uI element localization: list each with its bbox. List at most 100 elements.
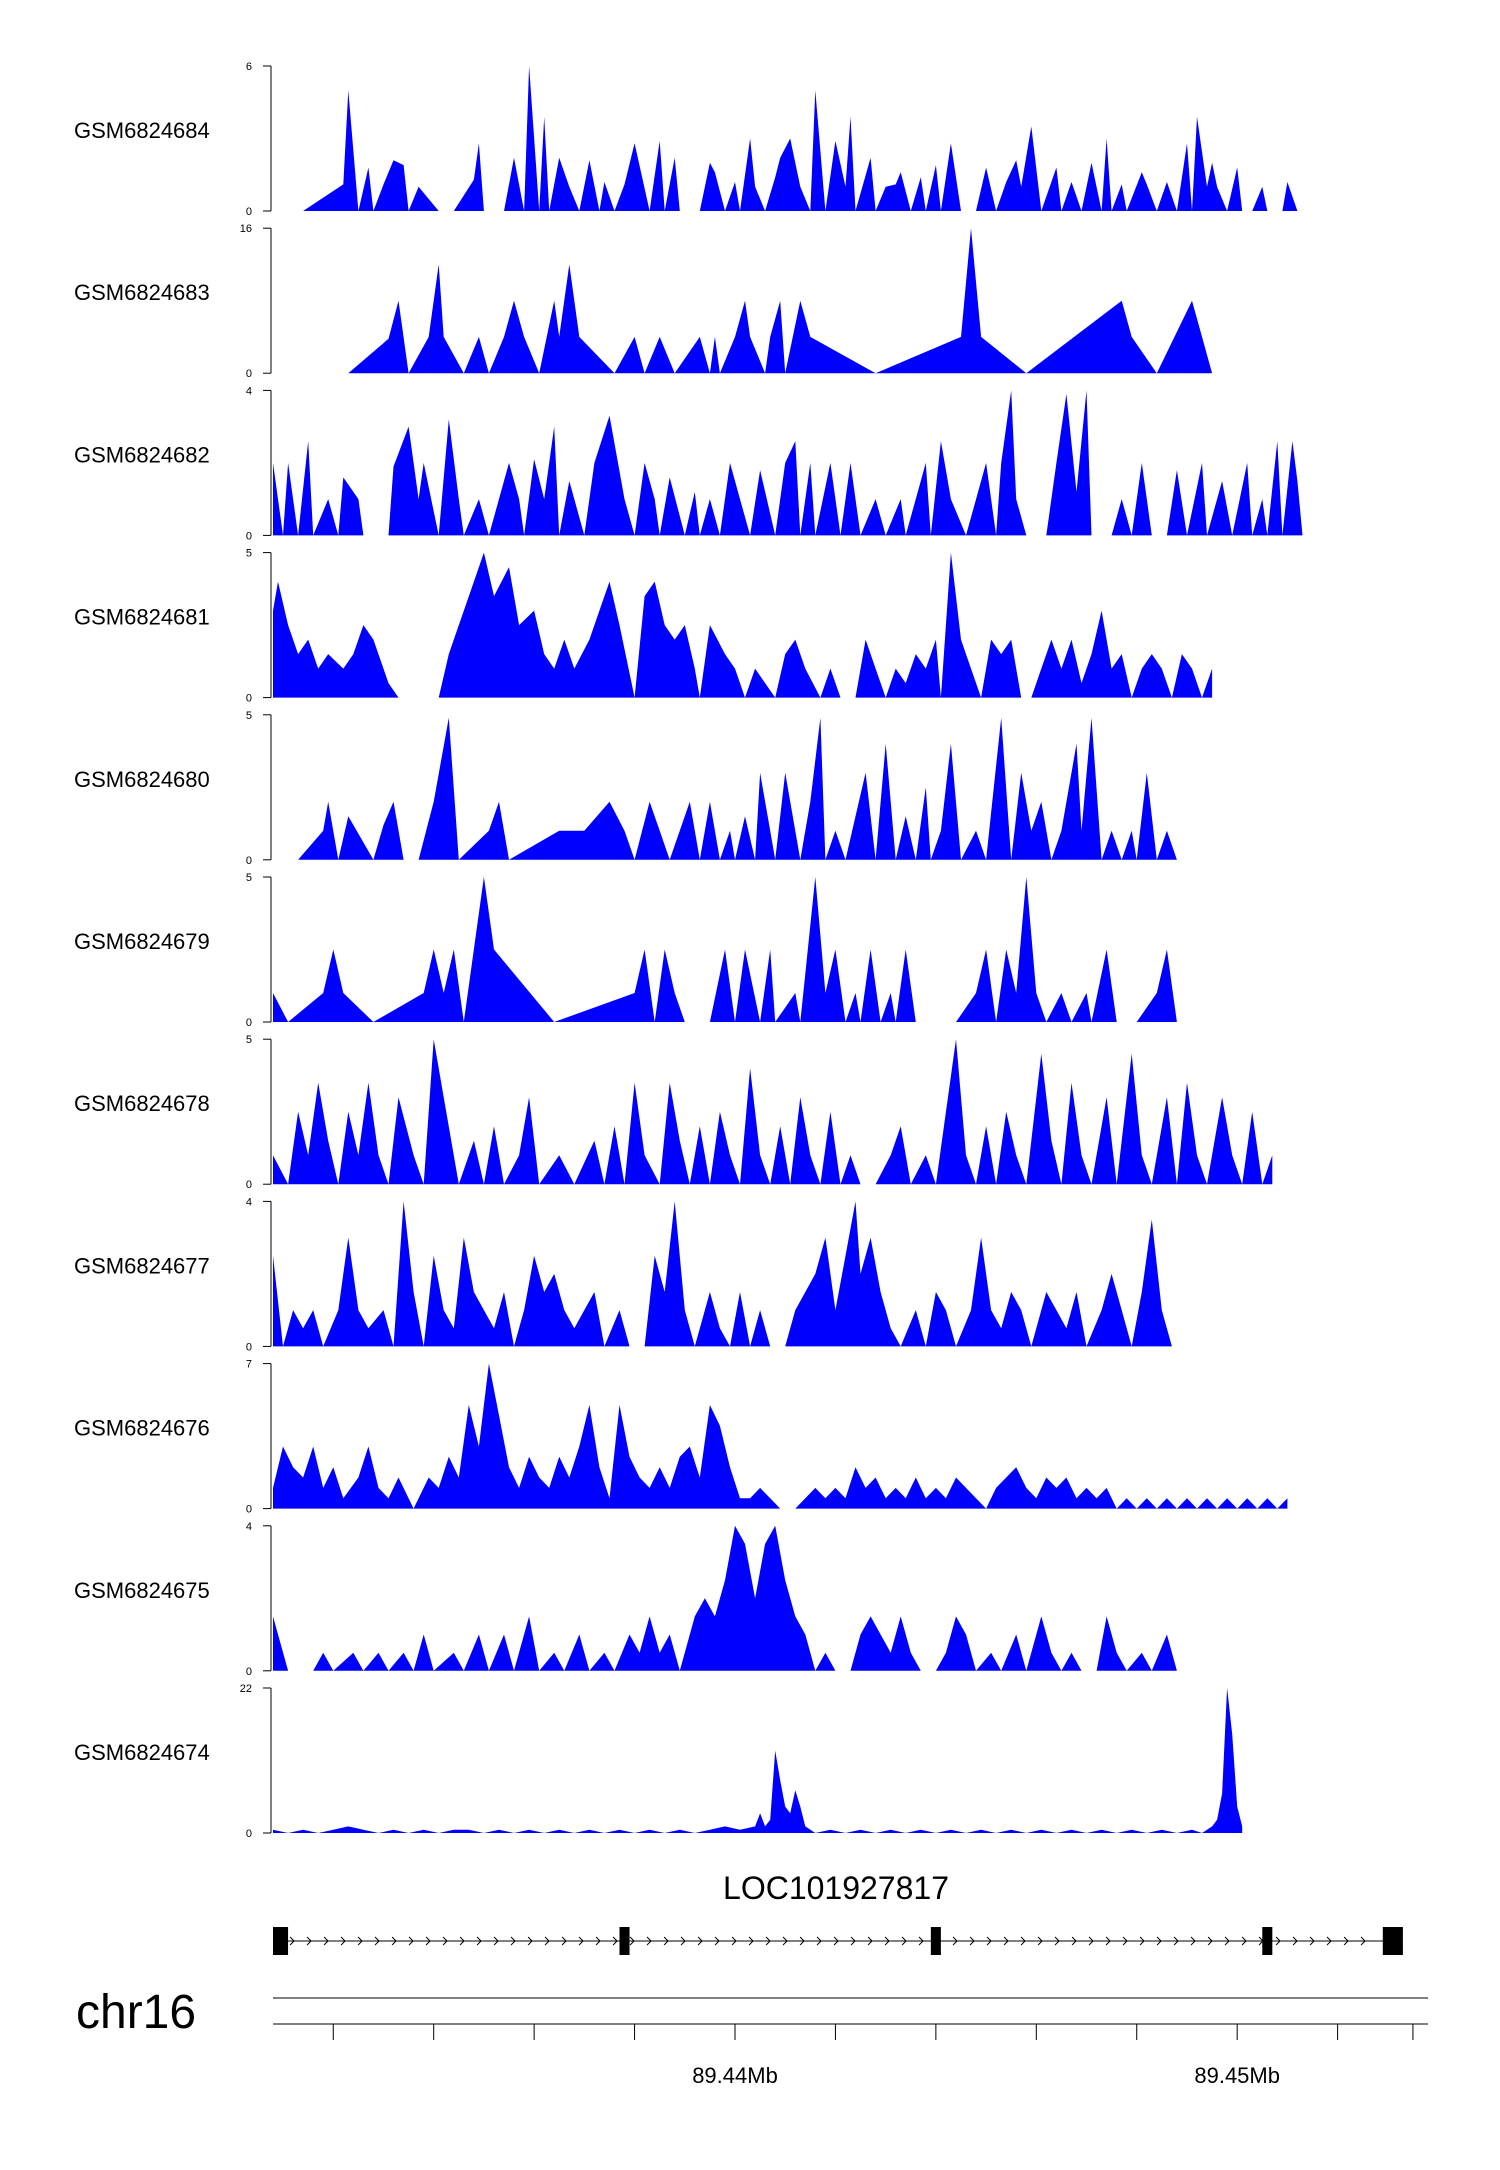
strand-arrow xyxy=(986,1936,992,1946)
track-label: GSM6824683 xyxy=(74,280,210,305)
strand-arrow xyxy=(306,1936,312,1946)
y-zero-label: 0 xyxy=(246,1666,252,1678)
strand-arrow xyxy=(527,1936,533,1946)
track-GSM6824681: GSM6824681 5 0 xyxy=(74,548,1213,705)
strand-arrow xyxy=(680,1936,686,1946)
strand-arrow xyxy=(1275,1936,1281,1946)
strand-arrow xyxy=(1343,1936,1349,1946)
y-zero-label: 0 xyxy=(246,1504,252,1516)
strand-arrow xyxy=(1071,1936,1077,1946)
track-label: GSM6824676 xyxy=(74,1416,210,1441)
strand-arrow xyxy=(1207,1936,1213,1946)
signal-area xyxy=(348,228,1213,374)
strand-arrow xyxy=(391,1936,397,1946)
exon xyxy=(1382,1927,1403,1955)
strand-arrow xyxy=(1326,1936,1332,1946)
strand-arrow xyxy=(595,1936,601,1946)
track-GSM6824675: GSM6824675 4 0 xyxy=(74,1521,1177,1678)
chromosome-label: chr16 xyxy=(76,1986,196,2039)
axis-tick-label: 89.44Mb xyxy=(692,2063,778,2088)
axis-tick-label: 89.45Mb xyxy=(1194,2063,1280,2088)
strand-arrow xyxy=(340,1936,346,1946)
y-max-label: 22 xyxy=(240,1683,252,1695)
strand-arrow xyxy=(561,1936,567,1946)
strand-arrow xyxy=(408,1936,414,1946)
strand-arrow xyxy=(425,1936,431,1946)
track-label: GSM6824677 xyxy=(74,1253,210,1278)
signal-area xyxy=(273,1363,1288,1509)
track-GSM6824677: GSM6824677 4 0 xyxy=(74,1196,1172,1353)
strand-arrow xyxy=(629,1936,635,1946)
signal-area xyxy=(273,552,1213,698)
strand-arrow xyxy=(357,1936,363,1946)
strand-arrow xyxy=(850,1936,856,1946)
signal-area xyxy=(273,877,1177,1022)
y-zero-label: 0 xyxy=(246,1017,252,1029)
y-zero-label: 0 xyxy=(246,206,252,218)
strand-arrow xyxy=(799,1936,805,1946)
strand-arrow xyxy=(1054,1936,1060,1946)
y-max-label: 5 xyxy=(246,1034,252,1046)
y-max-label: 7 xyxy=(246,1359,252,1371)
signal-area xyxy=(273,1201,1172,1347)
y-zero-label: 0 xyxy=(246,1341,252,1353)
strand-arrow xyxy=(748,1936,754,1946)
strand-arrow xyxy=(833,1936,839,1946)
strand-arrow xyxy=(612,1936,618,1946)
strand-arrow xyxy=(646,1936,652,1946)
strand-arrow xyxy=(1003,1936,1009,1946)
signal-area xyxy=(273,390,1303,536)
track-label: GSM6824680 xyxy=(74,767,210,792)
strand-arrow xyxy=(1105,1936,1111,1946)
strand-arrow xyxy=(714,1936,720,1946)
strand-arrow xyxy=(1309,1936,1315,1946)
exon xyxy=(273,1927,289,1955)
exon xyxy=(930,1927,941,1955)
strand-arrow xyxy=(323,1936,329,1946)
strand-arrow xyxy=(1020,1936,1026,1946)
track-GSM6824683: GSM6824683 16 0 xyxy=(74,223,1213,380)
strand-arrow xyxy=(918,1936,924,1946)
track-label: GSM6824682 xyxy=(74,442,210,467)
strand-arrow xyxy=(782,1936,788,1946)
track-GSM6824678: GSM6824678 5 0 xyxy=(74,1034,1273,1191)
track-label: GSM6824684 xyxy=(74,118,210,143)
track-label: GSM6824681 xyxy=(74,605,210,630)
strand-arrow xyxy=(1190,1936,1196,1946)
y-max-label: 6 xyxy=(246,61,252,73)
signal-tracks: GSM682468460GSM6824683160GSM682468240GSM… xyxy=(74,61,1313,1840)
strand-arrow xyxy=(544,1936,550,1946)
y-zero-label: 0 xyxy=(246,1179,252,1191)
strand-arrow xyxy=(1088,1936,1094,1946)
exon xyxy=(619,1927,630,1955)
track-GSM6824674: GSM6824674 22 0 xyxy=(74,1683,1243,1840)
strand-arrow xyxy=(289,1936,295,1946)
y-max-label: 5 xyxy=(246,548,252,560)
strand-arrow xyxy=(901,1936,907,1946)
track-label: GSM6824679 xyxy=(74,929,210,954)
strand-arrow xyxy=(442,1936,448,1946)
y-zero-label: 0 xyxy=(246,693,252,705)
exon xyxy=(1262,1927,1273,1955)
track-label: GSM6824675 xyxy=(74,1578,210,1603)
track-GSM6824676: GSM6824676 7 0 xyxy=(74,1359,1288,1516)
strand-arrow xyxy=(493,1936,499,1946)
y-max-label: 16 xyxy=(240,223,252,235)
strand-arrow xyxy=(1292,1936,1298,1946)
track-GSM6824680: GSM6824680 5 0 xyxy=(74,710,1177,867)
signal-area xyxy=(298,717,1177,860)
strand-arrow xyxy=(663,1936,669,1946)
y-max-label: 4 xyxy=(246,1521,252,1533)
y-zero-label: 0 xyxy=(246,530,252,542)
y-max-label: 5 xyxy=(246,710,252,722)
strand-arrow xyxy=(1224,1936,1230,1946)
track-GSM6824682: GSM6824682 4 0 xyxy=(74,385,1303,542)
strand-arrow xyxy=(884,1936,890,1946)
signal-area xyxy=(303,66,1313,211)
strand-arrow xyxy=(374,1936,380,1946)
y-zero-label: 0 xyxy=(246,1828,252,1840)
y-max-label: 4 xyxy=(246,1196,252,1208)
strand-arrow xyxy=(952,1936,958,1946)
strand-arrow xyxy=(697,1936,703,1946)
